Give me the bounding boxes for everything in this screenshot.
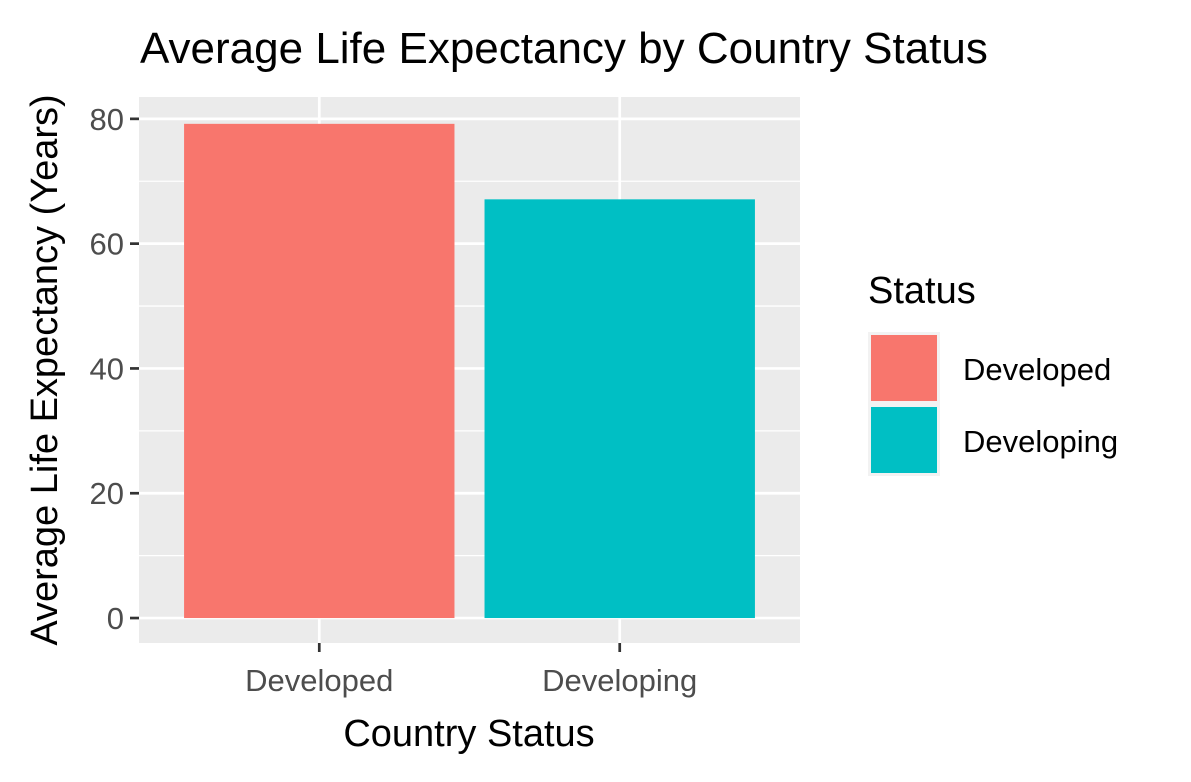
y-tick-label: 40 <box>90 351 124 386</box>
legend-label: Developing <box>963 424 1118 459</box>
y-tick-label: 0 <box>107 601 124 636</box>
y-tick-label: 80 <box>90 102 124 137</box>
axes: 0 20 40 60 80 Developed Developing <box>90 102 698 698</box>
legend: Status Developed Developing <box>868 270 1118 476</box>
legend-label: Developed <box>963 352 1111 387</box>
chart-title: Average Life Expectancy by Country Statu… <box>140 24 988 73</box>
x-axis-title: Country Status <box>343 713 594 755</box>
bar-developing <box>484 199 755 619</box>
x-tick-label: Developing <box>542 663 697 698</box>
legend-swatch-developing <box>871 407 937 473</box>
legend-swatch-developed <box>871 335 937 401</box>
y-axis-title: Average Life Expectancy (Years) <box>24 94 66 645</box>
bar-developed <box>184 123 455 619</box>
legend-title: Status <box>868 270 976 312</box>
bars <box>184 123 755 619</box>
y-tick-label: 20 <box>90 476 124 511</box>
x-tick-label: Developed <box>245 663 393 698</box>
y-tick-label: 60 <box>90 227 124 262</box>
